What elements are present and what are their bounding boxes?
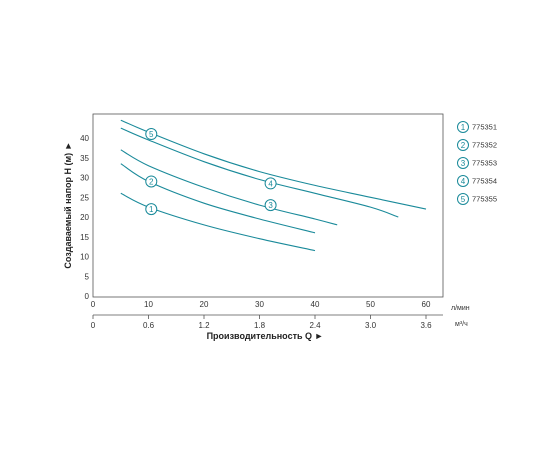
x-axis-title: Производительность Q ►: [207, 331, 324, 341]
y-tick-label: 15: [80, 233, 89, 242]
y-tick-label: 35: [80, 154, 89, 163]
x2-tick-label: 3.0: [365, 321, 377, 330]
curve-marker-label: 5: [149, 130, 154, 139]
curve-775352: [120, 163, 316, 234]
curve-marker-label: 3: [268, 201, 273, 210]
legend-marker-2: [457, 139, 469, 151]
curve-marker-2: [145, 175, 158, 188]
legend-marker-label: 1: [461, 123, 466, 132]
legend-marker-4: [457, 175, 469, 187]
y-tick-label: 30: [80, 174, 89, 183]
x-tick-label: 60: [422, 300, 431, 309]
legend-marker-label: 2: [461, 141, 466, 150]
legend-marker-1: [457, 121, 469, 133]
tick-group: 0 5 10 15 20 25 30 35 40 0 10 20 30 40 50 60 0 0.6 1.2 1.8 2…: [80, 134, 432, 330]
legend-series-name: 775355: [472, 195, 497, 204]
curve-775354: [120, 127, 399, 218]
x2-tick-label: 3.6: [420, 321, 432, 330]
x2-axis-unit: м³/ч: [455, 321, 468, 328]
x-tick-label: 40: [311, 300, 320, 309]
y-axis-title: Создаваемый напор H (м) ►: [63, 141, 73, 268]
curve-marker-label: 1: [149, 205, 154, 214]
curve-marker-5: [145, 128, 158, 141]
legend-marker-label: 3: [461, 159, 466, 168]
x2-tick-label: 0: [91, 321, 96, 330]
curve-775355: [120, 119, 427, 210]
x2-tick-label: 0.6: [143, 321, 155, 330]
plot-frame: [92, 113, 444, 298]
y-tick-label: 20: [80, 213, 89, 222]
curve-marker-4: [264, 177, 277, 190]
legend-series-name: 775354: [472, 177, 497, 186]
x-tick-label: 50: [366, 300, 375, 309]
x2-tick-label: 2.4: [309, 321, 321, 330]
y-tick-label: 25: [80, 193, 89, 202]
legend-marker-label: 5: [461, 195, 466, 204]
y-tick-label: 0: [85, 292, 90, 301]
x2-tick-label: 1.8: [254, 321, 266, 330]
x2-tick-label: 1.2: [198, 321, 210, 330]
legend-marker-5: [457, 193, 469, 205]
legend-series-name: 775352: [472, 141, 497, 150]
y-tick-label: 5: [85, 272, 90, 281]
x-axis-unit: л/мин: [451, 305, 470, 312]
curve-marker-label: 4: [268, 179, 273, 188]
x-tick-label: 20: [200, 300, 209, 309]
curve-775351: [120, 192, 316, 252]
legend-marker-label: 4: [461, 177, 466, 186]
legend-series-name: 775353: [472, 159, 497, 168]
x-tick-label: 30: [255, 300, 264, 309]
legend: 1 775351 2 775352 3 775353 4 775354 5 775355: [457, 121, 497, 205]
curve-775353: [120, 149, 338, 226]
curve-marker-3: [264, 199, 277, 212]
y-tick-label: 40: [80, 134, 89, 143]
x-tick-label: 10: [144, 300, 153, 309]
x-tick-label: 0: [91, 300, 96, 309]
curve-marker-label: 2: [149, 177, 154, 186]
legend-series-name: 775351: [472, 123, 497, 132]
legend-marker-3: [457, 157, 469, 169]
curve-marker-group: 1 2 3 4 5: [145, 128, 277, 216]
curve-marker-1: [145, 203, 158, 216]
y-tick-label: 10: [80, 253, 89, 262]
